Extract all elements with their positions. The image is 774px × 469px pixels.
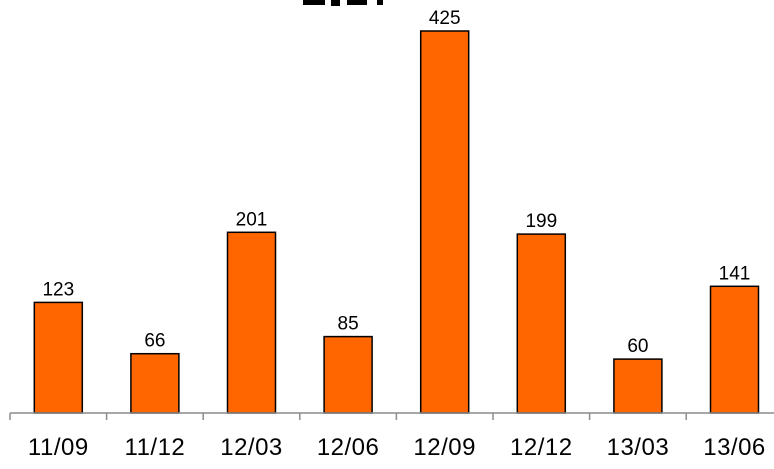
x-axis [9, 412, 774, 420]
cropped-title-fragment [303, 0, 383, 6]
x-tick-labels: 11/09 11/12 12/03 12/06 12/09 12/12 13/03 13/06 [28, 434, 766, 461]
data-label-12-03: 201 [236, 209, 268, 230]
x-tick-label-12-03: 12/03 [220, 434, 283, 461]
bar-13-03 [613, 358, 663, 414]
bar-13-06 [709, 285, 760, 414]
x-tick-label-11-09: 11/09 [28, 434, 89, 461]
bar-11-09 [33, 301, 84, 414]
bar-11-12 [130, 352, 180, 414]
x-tick-label-12-12: 12/12 [510, 434, 573, 461]
data-label-12-06: 85 [338, 314, 359, 335]
data-label-12-12: 199 [525, 211, 557, 232]
bar-12-06 [323, 335, 373, 414]
data-label-11-09: 123 [42, 279, 74, 300]
x-tick-label-11-12: 11/12 [125, 434, 186, 461]
bar-12-09 [419, 30, 470, 414]
bars-layer [33, 30, 760, 414]
data-label-12-09: 425 [429, 8, 461, 29]
x-tick-label-12-09: 12/09 [413, 434, 476, 461]
data-labels-layer: 123 66 201 85 425 199 60 141 [42, 8, 750, 357]
data-label-13-06: 141 [719, 263, 751, 284]
x-tick-label-13-06: 13/06 [703, 434, 766, 461]
x-tick-label-13-03: 13/03 [607, 434, 670, 461]
bar-12-03 [226, 231, 277, 414]
data-label-11-12: 66 [144, 331, 165, 352]
bar-12-12 [516, 233, 567, 414]
data-label-13-03: 60 [627, 336, 648, 357]
x-tick-label-12-06: 12/06 [317, 434, 380, 461]
